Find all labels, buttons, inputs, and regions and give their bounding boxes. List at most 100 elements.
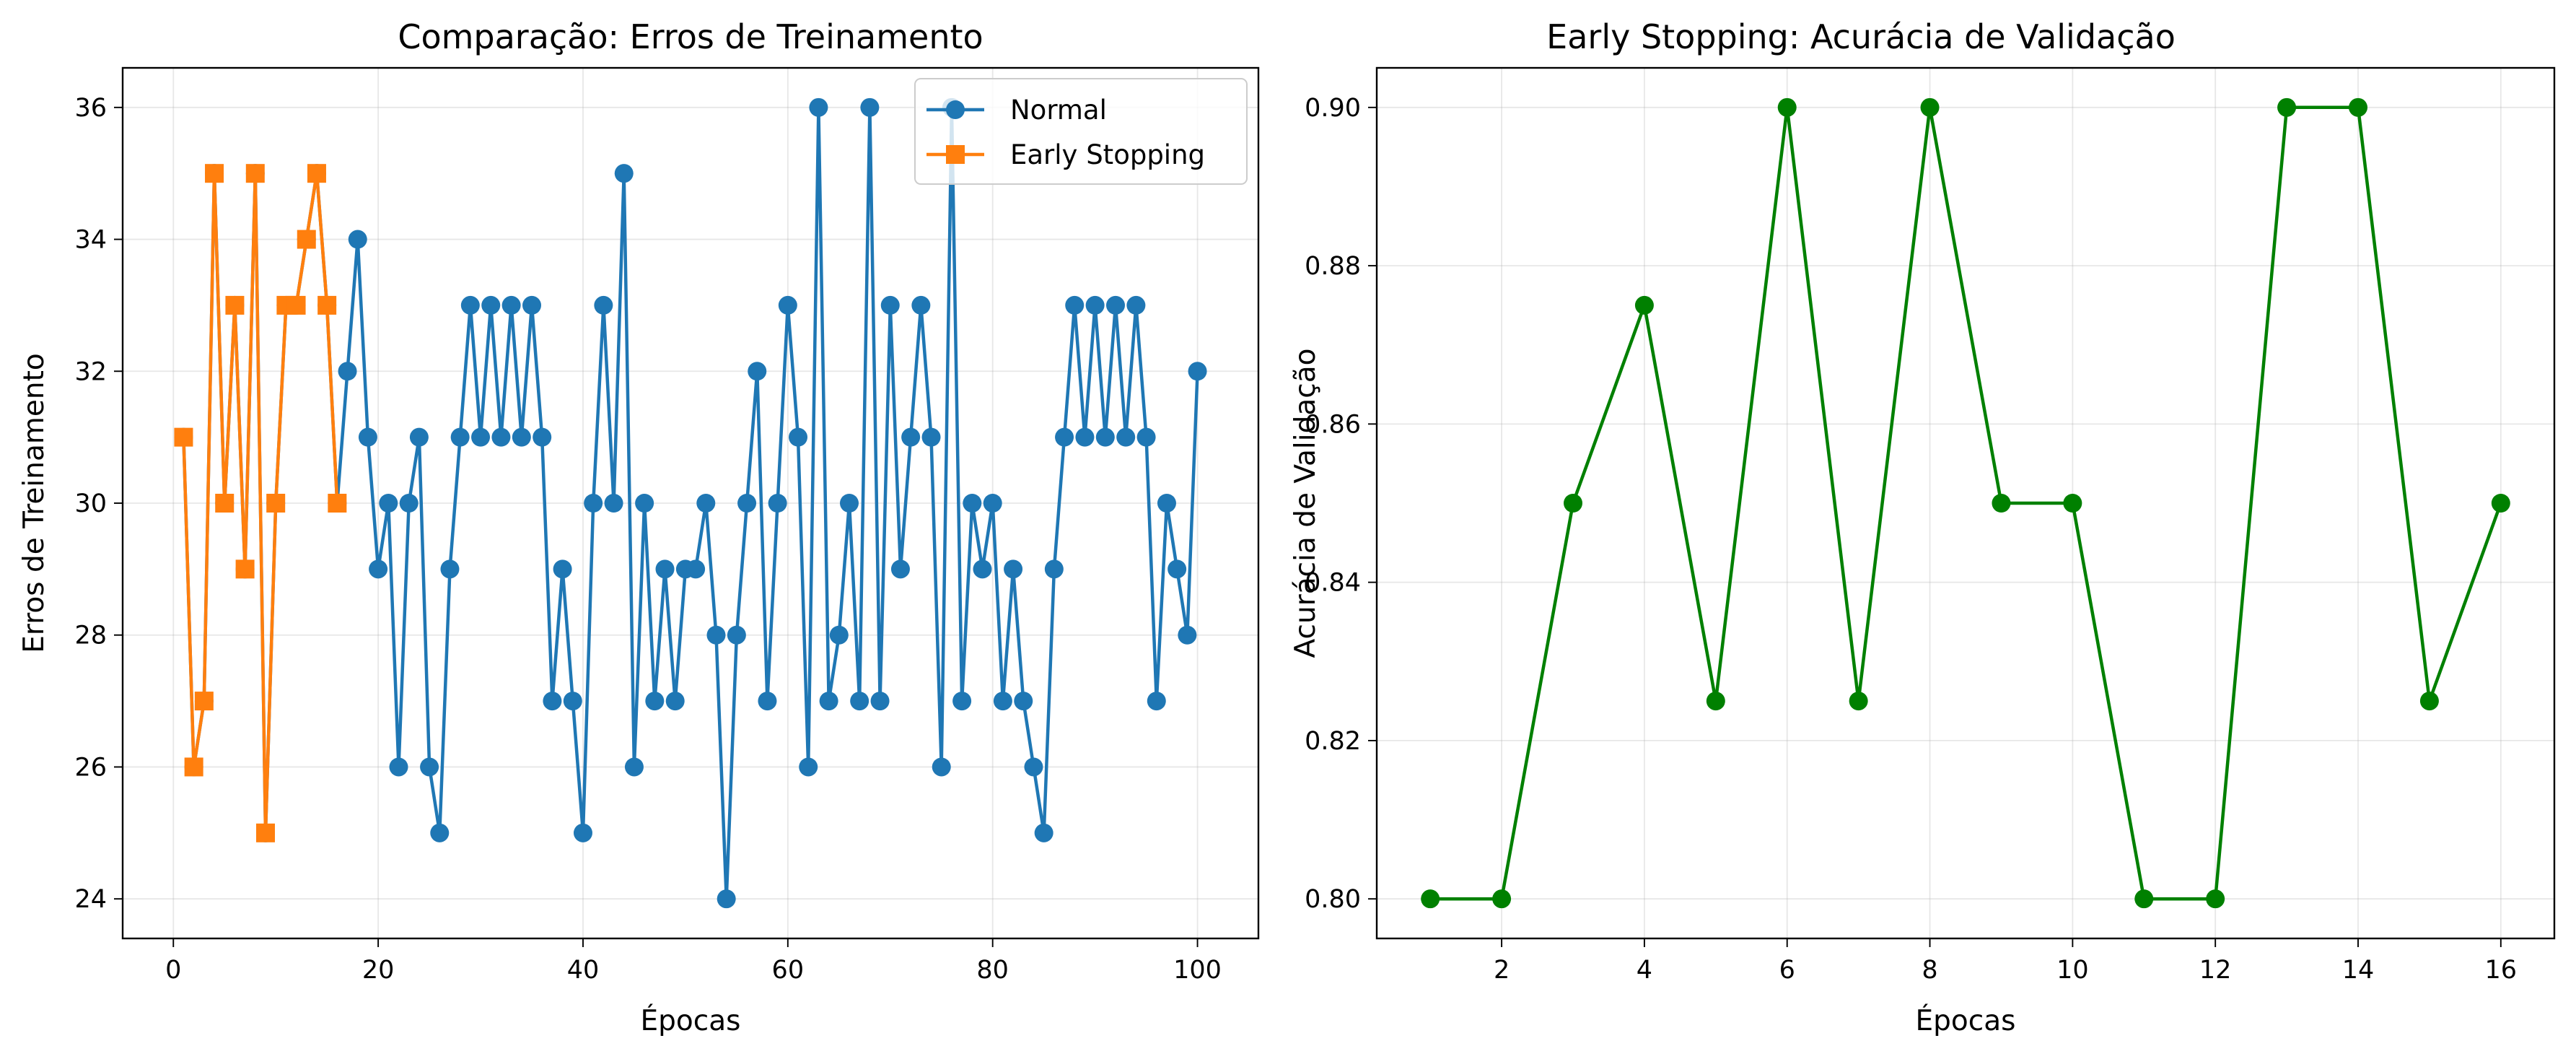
x-tick-label: 100 (1173, 956, 1222, 985)
data-point (512, 427, 531, 447)
data-point (880, 295, 900, 315)
data-point (778, 295, 797, 315)
data-point (481, 295, 501, 315)
data-point (409, 427, 429, 447)
x-tick-label: 0 (165, 956, 181, 985)
data-point (870, 692, 890, 711)
series-validation-accuracy (1421, 97, 2510, 909)
data-point (973, 559, 992, 579)
validation-accuracy-chart: Early Stopping: Acurácia de Validação 2 4… (1289, 17, 2556, 1037)
data-point (1157, 494, 1176, 513)
data-point (594, 295, 613, 315)
data-point (839, 494, 859, 513)
x-axis-label: Épocas (1916, 1003, 2016, 1037)
data-point (635, 494, 654, 513)
data-point (748, 362, 767, 381)
data-point (543, 692, 562, 711)
data-point (297, 230, 316, 249)
legend-marker (946, 100, 965, 119)
plot-area-frame (1375, 66, 2556, 940)
data-point (2206, 889, 2225, 909)
data-point (952, 692, 972, 711)
data-point (286, 295, 306, 315)
data-point (184, 757, 203, 777)
legend-item: Normal (926, 95, 1107, 126)
data-point (2491, 494, 2510, 513)
x-tick-label: 10 (2056, 956, 2089, 985)
data-point (307, 164, 326, 183)
data-point (491, 427, 511, 447)
training-errors-chart: Comparação: Erros de Treinamento 0 20 40 60… (18, 17, 1260, 1037)
data-point (460, 295, 480, 315)
data-point (727, 625, 746, 645)
data-point (584, 494, 603, 513)
data-point (266, 494, 286, 513)
data-point (932, 757, 951, 777)
data-point (471, 427, 491, 447)
x-tick-label: 4 (1637, 956, 1652, 985)
data-point (655, 559, 675, 579)
data-point (1106, 295, 1126, 315)
data-point (1014, 692, 1033, 711)
x-tick-label: 20 (362, 956, 395, 985)
data-point (573, 823, 592, 842)
data-point (235, 559, 255, 579)
legend-marker (946, 145, 965, 164)
data-point (819, 692, 838, 711)
data-point (215, 494, 235, 513)
y-tick-label: 0.88 (1305, 252, 1361, 281)
data-point (2063, 494, 2082, 513)
data-point (430, 823, 450, 842)
data-point (1188, 362, 1207, 381)
data-point (717, 889, 736, 909)
data-point (1075, 427, 1095, 447)
legend-label: Early Stopping (1010, 139, 1205, 170)
legend-item: Early Stopping (926, 139, 1205, 170)
data-point (389, 757, 408, 777)
x-axis-label: Épocas (641, 1003, 741, 1037)
x-tick-label: 16 (2485, 956, 2518, 985)
y-tick-label: 34 (74, 226, 107, 255)
data-point (2419, 692, 2439, 711)
y-axis-label: Erros de Treinamento (18, 353, 51, 653)
data-point (665, 692, 685, 711)
data-point (1920, 97, 1940, 117)
data-point (799, 757, 818, 777)
x-tick-label: 40 (567, 956, 600, 985)
y-tick-label: 30 (74, 489, 107, 518)
data-point (1136, 427, 1156, 447)
data-point (1777, 97, 1797, 117)
x-tick-label: 80 (976, 956, 1009, 985)
data-point (533, 427, 552, 447)
data-point (1564, 494, 1582, 513)
data-point (911, 295, 931, 315)
data-point (686, 559, 706, 579)
data-point (338, 362, 357, 381)
chart-title: Comparação: Erros de Treinamento (398, 17, 983, 56)
data-point (1147, 692, 1166, 711)
data-point (1034, 823, 1053, 842)
data-point (1706, 692, 1725, 711)
data-point (348, 230, 367, 249)
data-point (1116, 427, 1136, 447)
data-point (174, 427, 193, 447)
data-point (379, 494, 398, 513)
x-tick-label: 12 (2199, 956, 2232, 985)
data-point (614, 164, 634, 183)
data-point (225, 295, 245, 315)
series-normal (174, 97, 1207, 909)
data-point (850, 692, 869, 711)
data-point (553, 559, 572, 579)
data-point (1065, 295, 1085, 315)
data-point (829, 625, 849, 645)
y-tick-label: 0.86 (1305, 410, 1361, 439)
data-point (501, 295, 521, 315)
data-point (1421, 889, 1440, 909)
x-tick-label: 6 (1779, 956, 1795, 985)
data-point (317, 295, 337, 315)
legend-box (914, 78, 1248, 185)
y-tick-label: 32 (74, 357, 107, 386)
data-point (358, 427, 377, 447)
y-tick-label: 0.84 (1305, 569, 1361, 598)
